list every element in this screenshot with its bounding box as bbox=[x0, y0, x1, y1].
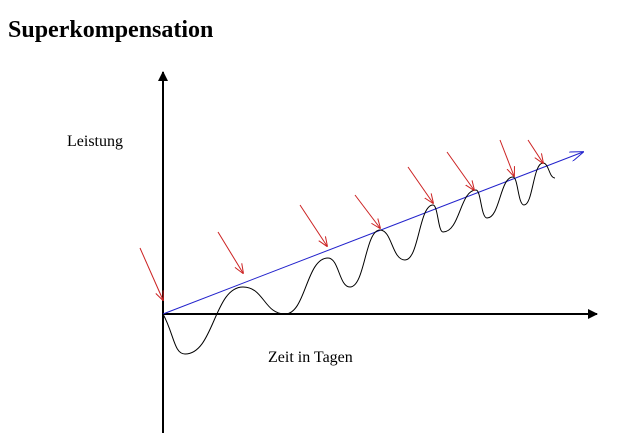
arrow bbox=[499, 139, 514, 176]
arrow bbox=[527, 139, 543, 163]
arrow bbox=[446, 151, 474, 190]
performance-curve bbox=[162, 162, 556, 355]
arrow bbox=[299, 204, 327, 246]
arrow bbox=[139, 247, 163, 300]
arrow bbox=[354, 194, 380, 228]
arrow bbox=[217, 231, 243, 273]
trend-line bbox=[162, 152, 583, 315]
y-axis-label: Leistung bbox=[67, 133, 123, 150]
training-arrows bbox=[139, 139, 543, 300]
x-axis-label: Zeit in Tagen bbox=[268, 349, 353, 366]
arrow bbox=[407, 166, 433, 203]
title: Superkompensation bbox=[8, 17, 213, 43]
